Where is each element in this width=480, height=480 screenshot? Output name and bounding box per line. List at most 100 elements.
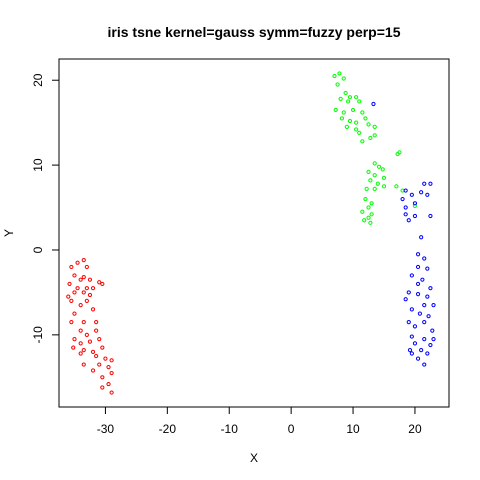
- data-point-series-1: [72, 336, 77, 342]
- data-point-series-2: [363, 116, 368, 121]
- data-point-series-1: [90, 286, 96, 291]
- x-axis: -30 -20 -10 0 10 20: [97, 406, 422, 436]
- data-point-series-1: [69, 320, 74, 325]
- data-point-series-2: [366, 122, 371, 127]
- data-point-series-1: [81, 362, 86, 367]
- data-point-series-2: [354, 127, 359, 132]
- data-point-series-1: [97, 362, 102, 367]
- data-point-series-3: [371, 101, 376, 107]
- data-point-series-1: [78, 341, 83, 346]
- data-point-series-3: [425, 192, 430, 197]
- data-point-series-2: [354, 120, 359, 125]
- x-tick-label: -10: [221, 422, 239, 436]
- data-point-series-1: [81, 275, 86, 280]
- data-point-series-3: [412, 201, 418, 206]
- data-point-series-3: [403, 188, 408, 193]
- data-point-series-2: [369, 201, 374, 206]
- data-point-series-2: [375, 181, 380, 186]
- data-point-series-2: [335, 82, 340, 87]
- x-axis-label: X: [250, 451, 258, 465]
- data-point-series-2: [343, 90, 348, 96]
- data-point-series-1: [87, 277, 93, 282]
- data-point-series-1: [87, 339, 93, 344]
- data-point-series-3: [415, 264, 421, 270]
- data-point-series-2: [333, 107, 338, 113]
- data-point-series-3: [409, 351, 414, 356]
- data-point-series-1: [100, 281, 105, 287]
- data-point-series-2: [337, 71, 342, 76]
- data-point-series-1: [84, 298, 89, 304]
- data-point-series-2: [357, 130, 362, 135]
- data-point-series-2: [366, 215, 371, 220]
- data-point-series-2: [376, 164, 382, 169]
- data-point-series-1: [90, 349, 96, 354]
- data-point-series-2: [338, 96, 343, 101]
- data-point-series-3: [425, 351, 430, 356]
- data-point-series-1: [103, 356, 108, 361]
- data-point-series-1: [78, 303, 83, 308]
- y-axis: -10 0 10 20: [31, 73, 60, 344]
- data-point-series-1: [84, 264, 89, 270]
- data-point-series-3: [419, 235, 424, 240]
- data-point-series-3: [425, 294, 430, 299]
- data-point-series-1: [78, 277, 83, 282]
- data-point-series-1: [90, 368, 96, 373]
- data-point-series-3: [406, 290, 411, 295]
- data-point-series-3: [422, 256, 427, 261]
- data-point-series-3: [417, 311, 423, 316]
- data-point-series-2: [412, 203, 418, 208]
- data-point-series-2: [366, 169, 371, 174]
- data-point-series-2: [372, 173, 377, 178]
- data-point-series-1: [84, 286, 89, 291]
- data-point-series-1: [109, 390, 114, 395]
- data-point-series-3: [430, 328, 435, 333]
- data-point-series-2: [395, 151, 400, 157]
- data-point-series-2: [360, 139, 365, 144]
- data-point-series-1: [100, 375, 105, 380]
- data-point-series-3: [422, 303, 427, 308]
- data-point-series-1: [69, 298, 74, 304]
- x-tick-label: 0: [288, 422, 295, 436]
- data-point-series-2: [345, 99, 351, 104]
- y-axis-label: Y: [2, 229, 16, 237]
- data-point-series-3: [406, 218, 411, 223]
- data-point-series-3: [412, 324, 418, 329]
- data-point-series-2: [372, 133, 377, 138]
- data-point-series-1: [100, 345, 105, 350]
- data-point-series-1: [81, 258, 86, 263]
- data-point-series-2: [341, 110, 346, 115]
- data-point-series-1: [72, 311, 77, 316]
- data-point-series-1: [97, 280, 102, 285]
- data-point-series-1: [75, 286, 80, 291]
- data-point-series-2: [368, 135, 373, 141]
- data-point-series-2: [344, 124, 349, 130]
- data-point-series-3: [422, 362, 427, 367]
- data-point-series-2: [372, 161, 377, 166]
- plot-frame: [58, 58, 450, 408]
- data-point-series-3: [400, 196, 405, 202]
- data-point-series-3: [403, 297, 408, 302]
- data-point-series-3: [431, 336, 436, 342]
- data-point-series-3: [415, 252, 421, 257]
- data-point-series-2: [364, 186, 369, 191]
- data-point-series-1: [100, 385, 105, 390]
- data-point-series-1: [84, 332, 89, 337]
- points-layer: [66, 71, 436, 395]
- data-point-series-3: [409, 334, 414, 339]
- data-point-series-3: [422, 336, 427, 342]
- data-point-series-1: [94, 320, 99, 325]
- chart-title: iris tsne kernel=gauss symm=fuzzy perp=1…: [108, 24, 401, 40]
- data-point-series-2: [368, 178, 373, 183]
- x-tick-label: -30: [97, 422, 115, 436]
- data-point-series-2: [354, 95, 359, 100]
- data-point-series-3: [403, 212, 408, 217]
- data-point-series-1: [75, 260, 80, 265]
- data-point-series-1: [109, 358, 114, 363]
- data-point-series-1: [97, 336, 102, 342]
- data-point-series-1: [72, 273, 77, 278]
- data-point-series-1: [81, 348, 86, 353]
- y-tick-label: 0: [31, 246, 45, 253]
- data-point-series-2: [339, 116, 345, 121]
- data-point-series-1: [106, 381, 111, 387]
